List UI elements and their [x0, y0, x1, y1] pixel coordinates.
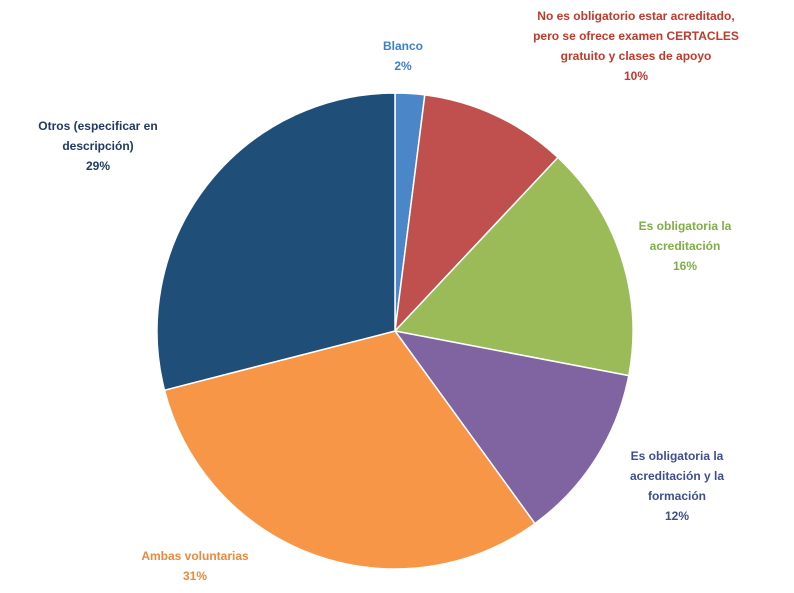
slice-label-text: Blanco — [382, 39, 423, 53]
slice-percent: 16% — [672, 259, 698, 273]
slice-label-text: No es obligatorio estar acreditado, pero… — [533, 9, 739, 63]
slice-percent: 12% — [664, 509, 690, 523]
slice-label-text: Es obligatoria la acreditación — [638, 219, 732, 253]
pie-slice-3 — [393, 329, 630, 525]
slice-percent: 2% — [394, 59, 412, 73]
slice-percent: 31% — [182, 569, 208, 583]
slice-label-obligatoria-acreditacion: Es obligatoria la acreditación 16% — [620, 216, 750, 276]
pie-slice-5 — [156, 92, 396, 392]
slice-label-blanco: Blanco 2% — [377, 36, 429, 76]
pie-slice-4 — [163, 330, 536, 570]
slice-label-text: Ambas voluntarias — [141, 549, 249, 563]
slice-label-obligatoria-acreditacion-formacion: Es obligatoria la acreditación y la form… — [596, 446, 758, 526]
pie-slice-2 — [393, 156, 634, 377]
slice-label-no-obligatorio: No es obligatorio estar acreditado, pero… — [486, 6, 786, 86]
slice-label-otros: Otros (especificar en descripción) 29% — [8, 116, 188, 176]
slice-label-text: Otros (especificar en descripción) — [38, 119, 158, 153]
slice-percent: 10% — [623, 69, 649, 83]
pie-slice-1 — [393, 94, 559, 334]
slice-label-ambas-voluntarias: Ambas voluntarias 31% — [100, 546, 290, 586]
slice-percent: 29% — [85, 159, 111, 173]
slice-label-text: Es obligatoria la acreditación y la form… — [629, 449, 725, 503]
